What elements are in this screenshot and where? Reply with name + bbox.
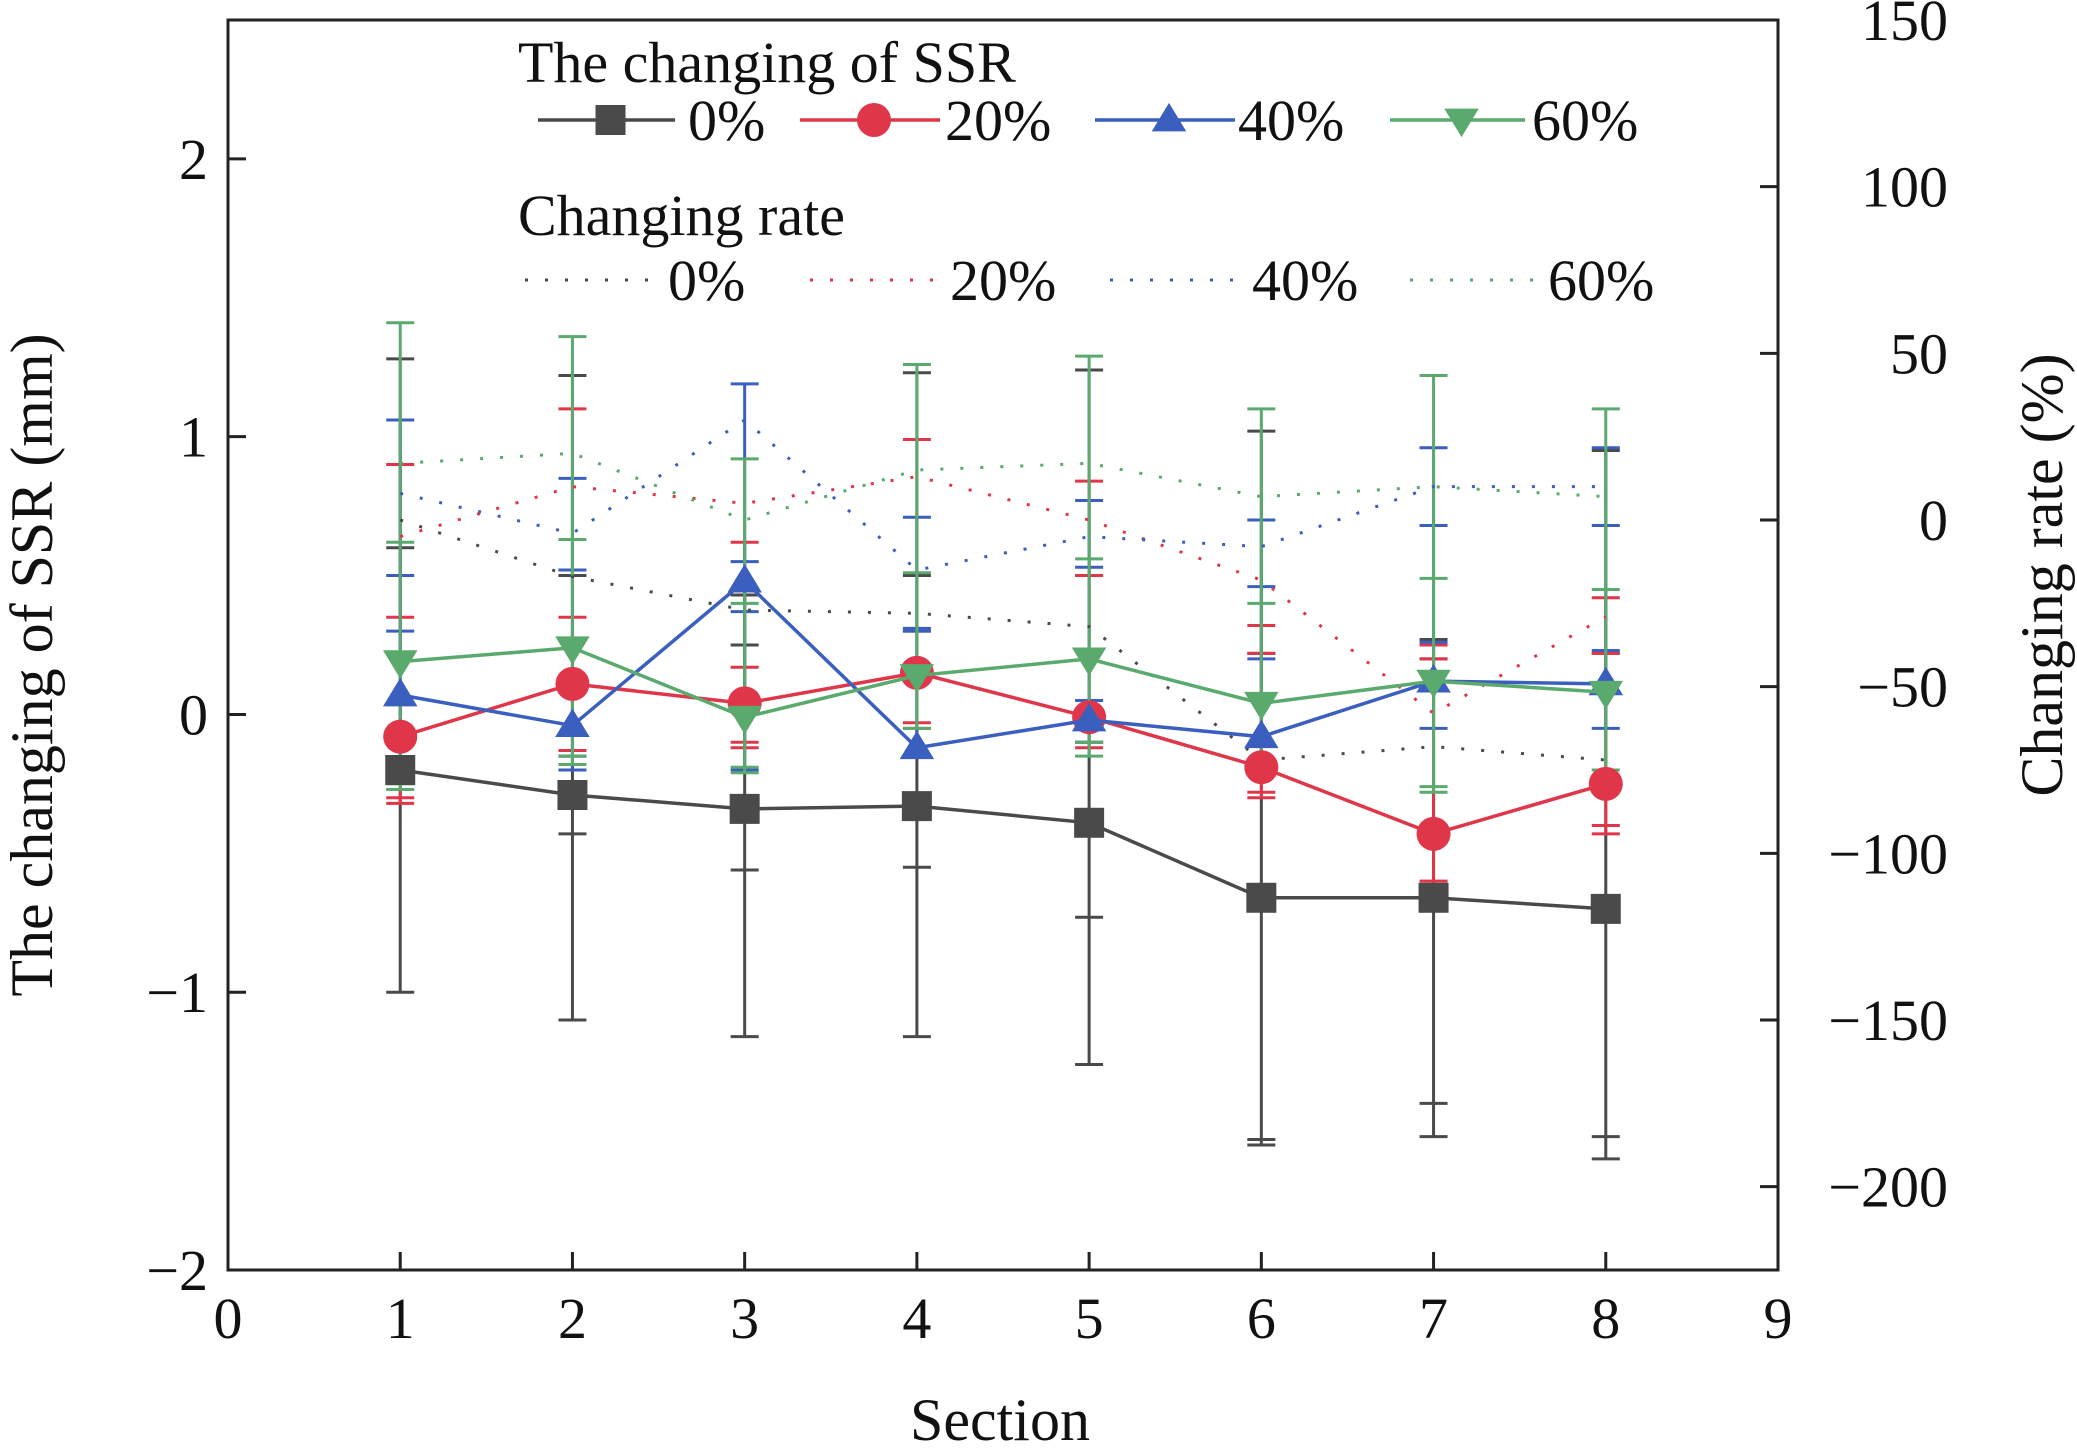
y2-tick-label: −50	[1857, 655, 1948, 720]
y-axis-title: The changing of SSR (mm)	[0, 333, 65, 996]
data-point	[1416, 669, 1451, 699]
legend-label: 40%	[1252, 248, 1358, 313]
data-point	[1588, 680, 1624, 710]
data-point	[1071, 647, 1107, 676]
y-tick-label: 0	[179, 682, 208, 747]
ssr-line-20pct	[399, 670, 1607, 836]
y2-tick-label: 50	[1890, 321, 1948, 386]
data-point	[1418, 882, 1449, 913]
ssr-line-0pct	[399, 768, 1606, 911]
legend-swatch-marker	[1151, 102, 1187, 132]
data-point	[1071, 702, 1107, 732]
data-point	[899, 730, 935, 760]
data-point	[1246, 882, 1277, 913]
data-point	[557, 780, 588, 810]
data-point	[1244, 691, 1279, 721]
data-point	[555, 708, 590, 737]
data-point	[1244, 750, 1279, 785]
ssr-line-40pct	[399, 578, 1606, 750]
y2-tick-label: −150	[1828, 988, 1948, 1053]
y2-tick-label: 100	[1861, 155, 1948, 220]
legend-label: 20%	[945, 88, 1051, 153]
data-point	[555, 666, 590, 701]
legend-label: 40%	[1238, 88, 1344, 153]
legend-swatch-marker	[595, 105, 626, 135]
legend-label: 0%	[688, 88, 765, 153]
x-tick-label: 5	[1075, 1286, 1104, 1351]
legend-label: 60%	[1548, 248, 1654, 313]
error-bars	[386, 321, 1620, 1161]
legend-label: 60%	[1532, 88, 1638, 153]
x-tick-label: 9	[1764, 1286, 1793, 1351]
x-tick-label: 4	[902, 1286, 931, 1351]
x-tick-label: 3	[730, 1286, 759, 1351]
rate-line-60pct	[400, 451, 1606, 522]
data-point	[382, 650, 418, 679]
y2-axis-title: Changing rate (%)	[2009, 353, 2075, 796]
data-point	[729, 793, 760, 824]
rate-line-40pct	[399, 418, 1606, 572]
data-point	[385, 755, 416, 785]
data-point	[1244, 719, 1279, 749]
x-tick-label: 6	[1247, 1286, 1276, 1351]
data-point	[1588, 766, 1623, 801]
data-point	[1074, 807, 1105, 838]
y2-tick-label: −200	[1828, 1155, 1948, 1220]
data-point	[1590, 893, 1621, 924]
data-point	[727, 705, 762, 735]
data-point	[1416, 816, 1451, 851]
x-tick-label: 0	[214, 1286, 243, 1351]
x-tick-label: 2	[558, 1286, 587, 1351]
legend-label: 20%	[950, 248, 1056, 313]
data-point	[555, 636, 590, 665]
y-tick-label: 2	[179, 127, 208, 192]
legend-ssr-title: The changing of SSR	[518, 30, 1016, 95]
x-tick-label: 8	[1591, 1286, 1620, 1351]
data-point	[899, 664, 935, 693]
ssr-line-60pct	[400, 646, 1606, 720]
y-tick-label: 1	[179, 405, 208, 470]
legend-rate-title: Changing rate	[518, 183, 845, 248]
ssr-lines	[382, 564, 1624, 924]
axes: 0 1 2 3 4 5 6 7 8 9 −2 −1 0 1 2 −200 −150 −100 −50 0 50 100 15…	[146, 0, 1948, 1351]
y2-tick-label: 150	[1861, 0, 1948, 53]
data-point	[382, 677, 418, 707]
legend-swatch-marker	[857, 103, 891, 137]
x-tick-label: 1	[386, 1286, 415, 1351]
plot-frame	[226, 18, 1780, 1272]
data-point	[383, 719, 418, 754]
y-tick-label: −1	[146, 960, 208, 1025]
x-axis-title: Section	[910, 1387, 1090, 1447]
legend-label: 0%	[668, 248, 745, 313]
rate-lines	[399, 418, 1607, 762]
y-tick-label: −2	[146, 1238, 208, 1303]
data-point	[727, 564, 762, 593]
legend-swatch-marker	[1444, 108, 1479, 138]
data-point	[901, 791, 932, 822]
legend: 0% 20% 40% 60% 0% 20% 40% 60%	[525, 88, 1654, 313]
y2-tick-label: −100	[1828, 821, 1948, 886]
x-tick-label: 7	[1419, 1286, 1448, 1351]
y2-tick-label: 0	[1919, 488, 1948, 553]
